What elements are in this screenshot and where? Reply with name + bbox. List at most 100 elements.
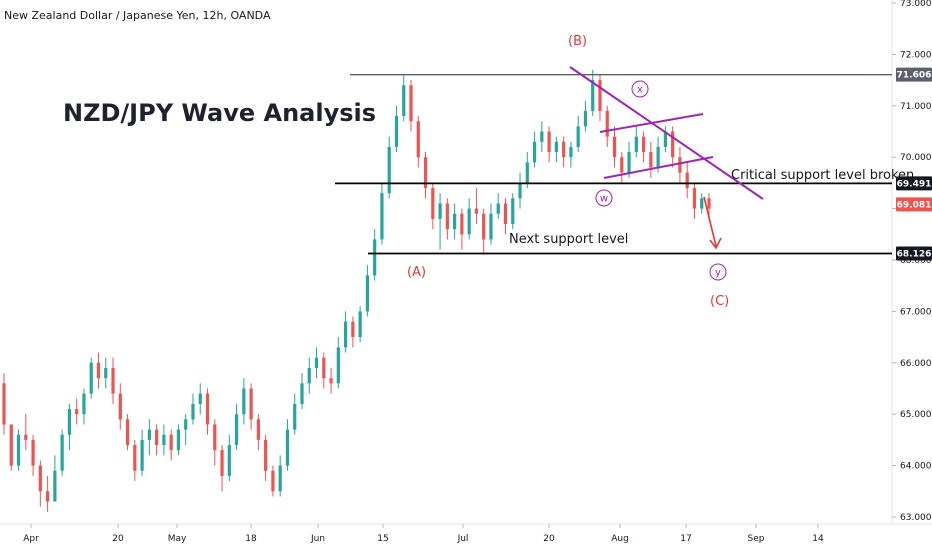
candle[interactable] [249, 383, 253, 430]
candle[interactable] [31, 434, 35, 476]
candle[interactable] [598, 74, 602, 122]
candle[interactable] [583, 100, 588, 132]
candle[interactable] [2, 373, 6, 435]
candle[interactable] [373, 229, 377, 281]
candle[interactable] [467, 198, 471, 240]
candle[interactable] [445, 198, 449, 240]
channel-upper-line[interactable] [599, 113, 704, 133]
candle[interactable] [191, 393, 195, 425]
candle[interactable] [198, 383, 202, 415]
candle[interactable] [525, 152, 529, 189]
candle[interactable] [612, 126, 617, 168]
candle[interactable] [518, 172, 522, 209]
candle[interactable] [213, 419, 217, 466]
candle[interactable] [482, 208, 486, 255]
candle[interactable] [256, 414, 260, 451]
candle[interactable] [343, 311, 348, 353]
candle[interactable] [147, 419, 151, 456]
candle[interactable] [220, 445, 224, 492]
candle[interactable] [75, 398, 79, 425]
candle[interactable] [38, 460, 42, 507]
candle[interactable] [700, 193, 704, 214]
candle[interactable] [649, 141, 653, 178]
candle[interactable] [169, 429, 173, 461]
candle[interactable] [358, 306, 362, 343]
candle[interactable] [576, 116, 580, 153]
candle[interactable] [554, 136, 558, 163]
candle[interactable] [540, 121, 544, 153]
candle[interactable] [104, 357, 108, 389]
candle[interactable] [82, 388, 86, 425]
candle[interactable] [176, 424, 181, 456]
candle[interactable] [293, 393, 297, 435]
candle[interactable] [460, 208, 464, 250]
candle[interactable] [111, 357, 115, 404]
candle[interactable] [351, 316, 355, 348]
candle[interactable] [234, 403, 239, 451]
candle[interactable] [474, 188, 479, 225]
candle[interactable] [314, 347, 319, 379]
candle[interactable] [634, 126, 638, 158]
descending-trendline[interactable] [569, 66, 764, 200]
candle[interactable] [271, 465, 275, 497]
candle[interactable] [307, 357, 311, 394]
candle[interactable] [394, 105, 399, 153]
candle[interactable] [329, 367, 333, 394]
candle[interactable] [89, 357, 93, 399]
candle[interactable] [46, 475, 50, 512]
candle[interactable] [118, 383, 122, 430]
candle[interactable] [641, 131, 646, 163]
candle[interactable] [336, 337, 340, 389]
candle[interactable] [453, 203, 457, 240]
candle[interactable] [322, 352, 326, 389]
candle[interactable] [511, 193, 515, 230]
candle[interactable] [227, 434, 231, 482]
candle[interactable] [671, 126, 675, 168]
candle[interactable] [24, 414, 28, 451]
candle[interactable] [496, 193, 500, 219]
candle[interactable] [365, 265, 370, 317]
candle[interactable] [503, 198, 508, 235]
candle[interactable] [264, 434, 268, 482]
candle[interactable] [140, 429, 144, 476]
candle[interactable] [605, 105, 609, 147]
candle[interactable] [685, 162, 689, 199]
candle[interactable] [532, 131, 537, 168]
candle[interactable] [438, 193, 442, 250]
candle[interactable] [431, 182, 435, 230]
candle[interactable] [402, 74, 406, 122]
candle[interactable] [155, 424, 159, 456]
candle[interactable] [663, 126, 667, 153]
candle[interactable] [547, 126, 551, 163]
candle[interactable] [692, 182, 697, 219]
candle[interactable] [278, 455, 282, 497]
candle[interactable] [300, 373, 304, 410]
time-axis[interactable]: Apr 20 May 18 Jun 15 Jul 20 Aug 17 Sep 14 [23, 524, 824, 544]
candle[interactable] [416, 116, 420, 168]
candle[interactable] [133, 439, 137, 482]
candle[interactable] [16, 429, 21, 471]
candle[interactable] [9, 424, 13, 471]
candle[interactable] [60, 429, 64, 476]
candle[interactable] [67, 403, 72, 451]
candle[interactable] [591, 69, 595, 117]
candle[interactable] [627, 141, 631, 178]
candle[interactable] [569, 141, 573, 168]
candle[interactable] [380, 182, 384, 245]
candle[interactable] [387, 136, 391, 199]
candle[interactable] [562, 136, 566, 168]
candle[interactable] [409, 80, 413, 132]
candle[interactable] [53, 455, 57, 502]
candle[interactable] [678, 146, 682, 183]
candle[interactable] [242, 378, 246, 425]
candle[interactable] [423, 152, 428, 199]
channel-lower-line[interactable] [603, 156, 714, 179]
candle[interactable] [285, 419, 290, 471]
candle[interactable] [620, 152, 624, 183]
candle[interactable] [184, 414, 188, 446]
candle[interactable] [205, 388, 210, 435]
candle[interactable] [96, 352, 101, 389]
candle[interactable] [125, 414, 130, 451]
candle[interactable] [162, 424, 166, 456]
